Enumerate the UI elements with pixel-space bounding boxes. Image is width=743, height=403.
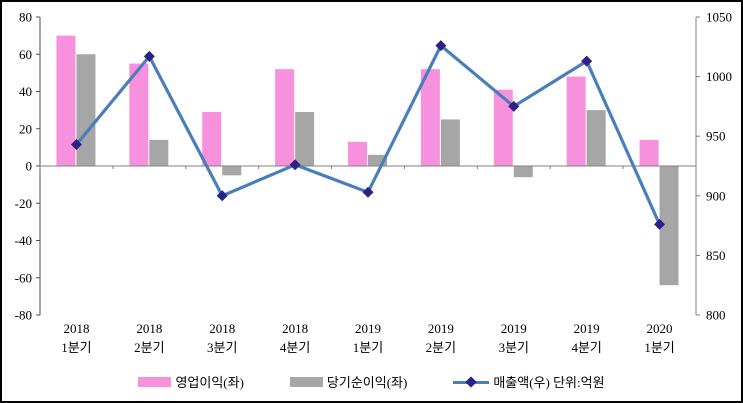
bar-net-income xyxy=(295,111,315,166)
bar-net-income xyxy=(149,139,169,166)
category-label-year: 2019 xyxy=(501,321,527,336)
category-label-quarter: 4분기 xyxy=(280,340,310,355)
legend-item-net-income: 당기순이익(좌) xyxy=(289,372,408,391)
bar-net-income xyxy=(659,166,679,286)
bar-net-income xyxy=(586,110,606,166)
right-axis-tick-label: 800 xyxy=(706,308,726,323)
revenue-line-marker xyxy=(581,55,593,67)
net-income-swatch-icon xyxy=(289,376,323,387)
bar-operating-profit xyxy=(566,76,586,166)
category-label-quarter: 2분기 xyxy=(134,340,164,355)
left-axis-tick-label: -80 xyxy=(15,308,32,323)
left-axis-tick-label: -40 xyxy=(15,233,32,248)
revenue-line-marker xyxy=(70,139,82,151)
right-axis-tick-label: 850 xyxy=(706,248,726,263)
revenue-line-marker xyxy=(654,218,666,230)
legend-item-operating-profit: 영업이익(좌) xyxy=(138,372,244,391)
bar-net-income xyxy=(513,166,533,178)
category-label-year: 2019 xyxy=(428,321,454,336)
operating-profit-swatch-icon xyxy=(138,376,172,387)
bar-net-income xyxy=(440,119,460,166)
category-label-quarter: 1분기 xyxy=(353,340,383,355)
bar-operating-profit xyxy=(420,69,440,166)
bar-operating-profit xyxy=(493,89,513,166)
left-axis-tick-label: 80 xyxy=(19,10,32,25)
revenue-line-marker-icon xyxy=(453,375,490,388)
category-label-quarter: 2분기 xyxy=(426,340,456,355)
revenue-line-marker xyxy=(362,186,374,198)
category-label-quarter: 1분기 xyxy=(644,340,674,355)
category-label-year: 2019 xyxy=(574,321,600,336)
left-axis-tick-label: 40 xyxy=(19,84,32,99)
bar-net-income xyxy=(222,166,242,176)
revenue-line-marker xyxy=(143,50,155,62)
bar-operating-profit xyxy=(275,69,295,166)
bar-operating-profit xyxy=(129,63,149,166)
legend-label-revenue: 매출액(우) 단위:억원 xyxy=(493,375,605,390)
category-label-quarter: 4분기 xyxy=(571,340,601,355)
bar-operating-profit xyxy=(56,35,76,166)
bar-operating-profit xyxy=(348,141,367,166)
left-axis-tick-label: -60 xyxy=(15,270,32,285)
category-label-year: 2018 xyxy=(63,321,89,336)
category-label-year: 2020 xyxy=(647,321,673,336)
legend-label-net-income: 당기순이익(좌) xyxy=(326,375,408,390)
left-axis-tick-label: 0 xyxy=(26,159,33,174)
bar-net-income xyxy=(76,54,96,166)
left-axis-tick-label: 60 xyxy=(19,47,32,62)
chart-legend: 영업이익(좌) 당기순이익(좌) 매출액(우) 단위:억원 xyxy=(2,372,741,391)
legend-label-operating-profit: 영업이익(좌) xyxy=(175,375,244,390)
left-axis-tick-label: -20 xyxy=(15,196,32,211)
category-label-quarter: 1분기 xyxy=(61,340,91,355)
legend-item-revenue: 매출액(우) 단위:억원 xyxy=(453,372,605,391)
bar-net-income xyxy=(368,154,387,166)
revenue-line-marker xyxy=(508,100,520,112)
left-axis-tick-label: 20 xyxy=(19,121,32,136)
bar-operating-profit xyxy=(639,139,659,166)
category-label-year: 2019 xyxy=(355,321,381,336)
revenue-line-marker xyxy=(216,190,228,202)
revenue-line-marker xyxy=(435,40,447,52)
category-label-quarter: 3분기 xyxy=(207,340,237,355)
category-label-year: 2018 xyxy=(209,321,235,336)
category-label-year: 2018 xyxy=(282,321,308,336)
right-axis-tick-label: 1050 xyxy=(706,10,732,25)
right-axis-tick-label: 900 xyxy=(706,188,726,203)
revenue-line-marker xyxy=(289,159,301,171)
right-axis-tick-label: 1000 xyxy=(706,69,732,84)
bar-operating-profit xyxy=(202,111,222,166)
right-axis-tick-label: 950 xyxy=(706,129,726,144)
category-label-year: 2018 xyxy=(136,321,162,336)
category-label-quarter: 3분기 xyxy=(499,340,529,355)
